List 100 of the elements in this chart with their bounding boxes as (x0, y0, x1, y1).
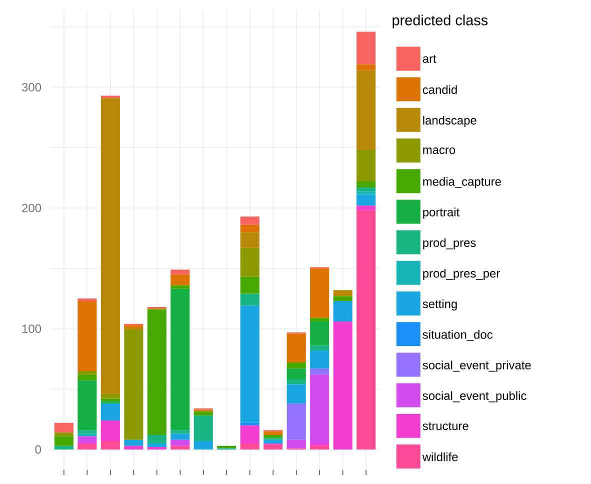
legend-label: prod_pres (423, 238, 476, 250)
bar (356, 181, 376, 188)
y-tick-label: 0 (35, 445, 42, 454)
bar (100, 401, 120, 404)
bar (170, 434, 190, 440)
bar (147, 434, 166, 444)
bar (240, 248, 260, 277)
legend-label: social_event_private (422, 360, 531, 372)
bar (54, 436, 74, 446)
bar (124, 440, 144, 446)
y-tick-label: 100 (22, 324, 42, 333)
bar (78, 436, 97, 444)
bar (310, 268, 330, 318)
bar (310, 318, 330, 322)
bar (240, 224, 260, 232)
legend-label: prod_pres_per (423, 268, 500, 280)
bar (356, 210, 376, 450)
bar (124, 325, 144, 328)
bar (170, 430, 190, 434)
bar (170, 274, 190, 286)
bar (333, 321, 352, 450)
y-tick-label: 200 (22, 204, 42, 212)
bar (356, 70, 376, 150)
bar (333, 296, 352, 301)
bar (100, 394, 120, 399)
bar (310, 446, 330, 450)
bar (310, 346, 330, 350)
bar (240, 216, 260, 225)
bar (54, 422, 74, 433)
bar (286, 379, 306, 384)
bar (100, 441, 120, 450)
bar (333, 290, 352, 296)
bar (100, 420, 120, 442)
bar (124, 446, 144, 450)
legend-label: social_event_public (422, 391, 526, 402)
bar (78, 380, 97, 430)
bar (356, 64, 376, 70)
bar (356, 150, 376, 182)
legend-label: landscape (423, 116, 476, 127)
bar (240, 443, 260, 450)
bar (170, 285, 190, 289)
bar (286, 334, 306, 363)
bar (333, 300, 352, 322)
bar (286, 362, 306, 369)
bar (356, 191, 376, 195)
bar (264, 434, 283, 438)
bar (78, 370, 97, 375)
bar (100, 404, 120, 420)
bar (286, 368, 306, 380)
bar (54, 446, 74, 450)
bar (100, 96, 120, 98)
bar (170, 270, 190, 274)
legend-label: media_capture (423, 177, 501, 188)
legend-label: art (422, 55, 436, 63)
legend-label: macro (423, 148, 456, 154)
bar (240, 422, 260, 426)
bar (240, 294, 260, 306)
bar (264, 440, 283, 444)
bar (78, 300, 97, 371)
bar (264, 431, 283, 435)
legend-label: setting (422, 299, 457, 311)
bar (240, 425, 260, 444)
bar (356, 206, 376, 210)
bar (310, 443, 330, 446)
bar (194, 416, 213, 442)
legend-label: candid (422, 85, 457, 94)
bar (217, 446, 236, 448)
bar (78, 430, 97, 434)
bar (194, 441, 213, 450)
bar (194, 412, 213, 416)
bar (240, 276, 260, 294)
bar (78, 443, 97, 450)
legend-label: portrait (423, 208, 460, 219)
bar (310, 321, 330, 346)
bar (356, 187, 376, 192)
bar (240, 232, 260, 248)
bar (78, 374, 97, 381)
bar (310, 350, 330, 369)
legend-label: situation_doc (422, 330, 492, 342)
bar (286, 404, 306, 440)
legend-label: wildlife (422, 452, 458, 462)
bar (170, 446, 190, 450)
bar (100, 98, 120, 394)
bar (310, 368, 330, 375)
bar (286, 384, 306, 404)
bar (147, 443, 166, 448)
bar (124, 330, 144, 440)
bar (54, 432, 74, 436)
bar (170, 288, 190, 430)
legend-label: structure (422, 422, 468, 430)
bar (310, 374, 330, 444)
bar (356, 194, 376, 206)
y-tick-label: 300 (22, 83, 42, 92)
legend-title: predicted class (392, 14, 488, 28)
bar (240, 306, 260, 423)
bar (286, 440, 306, 448)
bar (170, 440, 190, 446)
bar (356, 32, 376, 64)
bar (264, 444, 283, 450)
bar (147, 309, 166, 435)
